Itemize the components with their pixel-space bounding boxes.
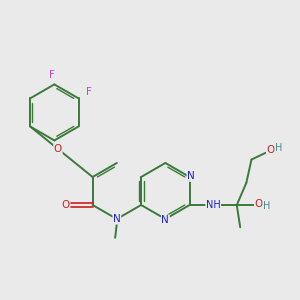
Text: H: H bbox=[263, 201, 271, 211]
Text: NH: NH bbox=[206, 200, 220, 210]
Text: F: F bbox=[49, 70, 55, 80]
Text: N: N bbox=[113, 214, 121, 224]
Text: F: F bbox=[86, 87, 92, 97]
Text: N: N bbox=[187, 171, 195, 181]
Text: O: O bbox=[61, 200, 69, 210]
Text: H: H bbox=[275, 143, 283, 153]
Text: O: O bbox=[54, 144, 62, 154]
Text: O: O bbox=[266, 145, 275, 155]
Text: N: N bbox=[161, 215, 169, 225]
Text: O: O bbox=[254, 199, 263, 209]
